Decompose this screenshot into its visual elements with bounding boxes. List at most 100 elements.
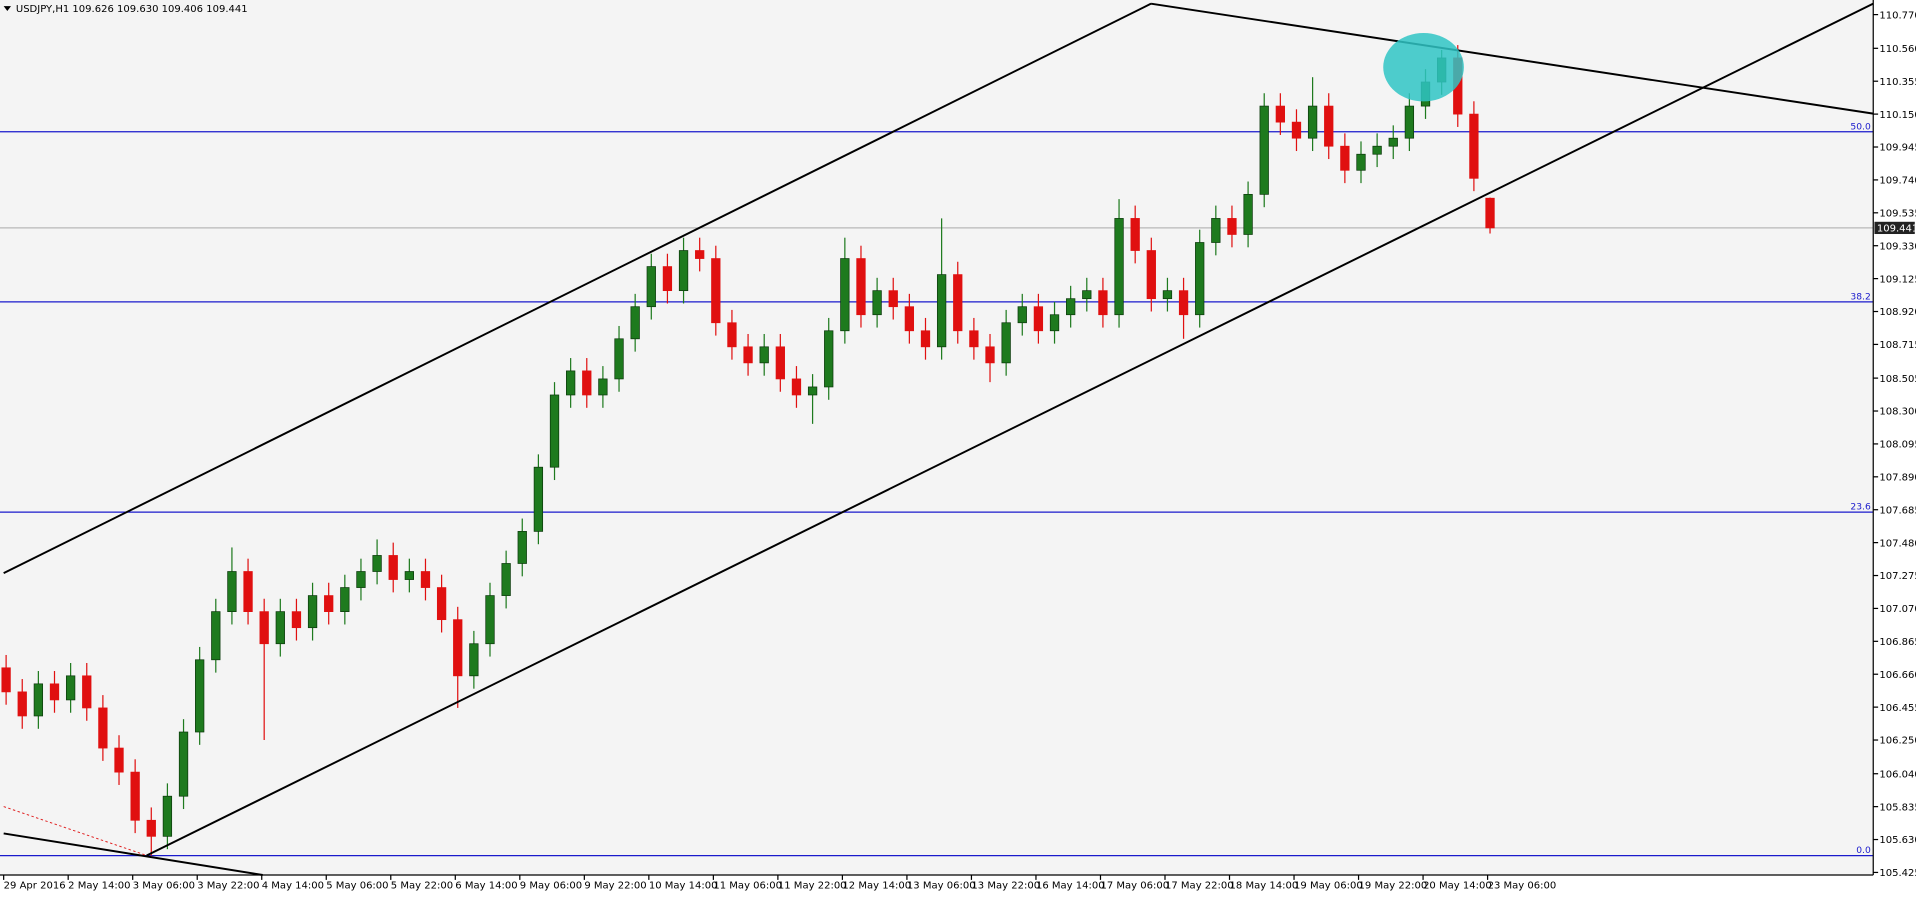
candles xyxy=(1,45,1495,856)
x-tick-label: 11 May 22:00 xyxy=(778,880,847,891)
candle-body xyxy=(1162,290,1173,300)
candle-body xyxy=(856,258,866,316)
candle-body xyxy=(953,274,963,332)
fib-level-label: 0.0 xyxy=(1856,845,1871,856)
candle-body xyxy=(727,322,737,348)
candle-body xyxy=(807,386,818,396)
candle-body xyxy=(178,731,189,797)
x-tick-label: 4 May 14:00 xyxy=(262,880,324,891)
candle-body xyxy=(1,667,11,693)
candle-body xyxy=(453,619,463,677)
title-marker xyxy=(3,6,11,11)
y-tick-label: 109.330 xyxy=(1879,241,1916,252)
y-tick-label: 110.560 xyxy=(1879,44,1916,55)
candle-body xyxy=(17,691,27,717)
y-tick-label: 110.355 xyxy=(1879,77,1916,88)
x-tick-label: 13 May 22:00 xyxy=(971,880,1040,891)
candle-body xyxy=(372,555,382,572)
candle-body xyxy=(1033,306,1044,332)
candle-body xyxy=(872,290,882,316)
candle-body xyxy=(920,330,931,348)
candle-body xyxy=(1146,250,1156,300)
candle-body xyxy=(324,595,334,613)
candle-body xyxy=(1356,153,1366,171)
candle-body xyxy=(1259,105,1269,195)
candle-body xyxy=(1098,290,1108,316)
x-tick-label: 13 May 06:00 xyxy=(907,880,976,891)
candle-body xyxy=(646,266,656,308)
y-tick-label: 108.920 xyxy=(1879,307,1916,318)
candle-body xyxy=(33,683,44,717)
candle-body xyxy=(985,346,995,364)
candle-body xyxy=(82,675,92,709)
fib-level-label: 23.6 xyxy=(1850,502,1871,513)
y-tick-label: 109.945 xyxy=(1879,143,1916,154)
y-tick-label: 109.740 xyxy=(1879,176,1916,187)
x-tick-label: 19 May 22:00 xyxy=(1359,880,1428,891)
x-tick-label: 3 May 22:00 xyxy=(197,880,259,891)
candle-body xyxy=(1291,121,1302,139)
candle-body xyxy=(404,571,414,580)
candle-body xyxy=(1049,314,1060,332)
x-tick-label: 3 May 06:00 xyxy=(133,880,195,891)
x-tick-label: 5 May 06:00 xyxy=(326,880,388,891)
candle-body xyxy=(98,707,108,749)
channel-lower xyxy=(146,2,1874,857)
highlight-circle xyxy=(1383,32,1464,102)
x-tick-label: 6 May 14:00 xyxy=(455,880,517,891)
candle-body xyxy=(195,659,205,733)
x-tick-label: 9 May 06:00 xyxy=(520,880,582,891)
x-tick-label: 9 May 22:00 xyxy=(584,880,646,891)
candle-body xyxy=(1388,137,1398,147)
candle-body xyxy=(356,571,366,588)
y-tick-label: 107.890 xyxy=(1879,472,1916,483)
x-tick-label: 5 May 22:00 xyxy=(391,880,453,891)
candle-body xyxy=(307,595,318,629)
y-tick-label: 106.865 xyxy=(1879,637,1916,648)
candle-body xyxy=(1372,145,1382,155)
candle-body xyxy=(630,306,640,340)
y-tick-label: 108.715 xyxy=(1879,340,1916,351)
candle-body xyxy=(130,771,140,821)
x-tick-label: 18 May 14:00 xyxy=(1230,880,1299,891)
y-tick-label: 106.040 xyxy=(1879,769,1916,780)
candle-body xyxy=(340,587,350,613)
x-tick-label: 11 May 06:00 xyxy=(713,880,782,891)
candle-body xyxy=(291,611,302,629)
fib-level-label: 38.2 xyxy=(1850,291,1870,302)
candle-body xyxy=(936,274,947,348)
plot-area xyxy=(0,0,1874,876)
candle-body xyxy=(275,611,285,645)
fib-levels: 50.0 38.2 23.6 0.0 xyxy=(0,121,1874,857)
x-tick-label: 17 May 06:00 xyxy=(1100,880,1169,891)
candle-body xyxy=(1066,298,1076,316)
candle-body xyxy=(1211,218,1221,243)
candle-body xyxy=(743,346,753,364)
candle-body xyxy=(420,571,431,588)
x-tick-label: 2 May 14:00 xyxy=(68,880,130,891)
candle-body xyxy=(566,370,576,396)
x-tick-label: 23 May 06:00 xyxy=(1488,880,1557,891)
candle-body xyxy=(388,555,398,580)
y-tick-label: 105.425 xyxy=(1879,868,1916,879)
y-tick-label: 106.455 xyxy=(1879,703,1916,714)
x-tick-label: 17 May 22:00 xyxy=(1165,880,1234,891)
candle-body xyxy=(840,258,850,332)
candle-body xyxy=(1243,193,1253,235)
candle-body xyxy=(791,378,802,396)
candle-body xyxy=(824,330,834,388)
x-tick-label: 16 May 14:00 xyxy=(1036,880,1105,891)
y-tick-label: 106.250 xyxy=(1879,736,1916,747)
candle-body xyxy=(211,611,221,661)
candle-body xyxy=(1195,242,1205,316)
candle-body xyxy=(259,611,269,645)
candle-body xyxy=(485,595,495,645)
y-tick-label: 109.535 xyxy=(1879,208,1916,219)
candle-body xyxy=(517,531,527,564)
y-tick-label: 106.660 xyxy=(1879,670,1916,681)
candle-body xyxy=(759,346,769,364)
y-tick-label: 108.095 xyxy=(1879,440,1916,451)
candle-body xyxy=(501,563,511,596)
